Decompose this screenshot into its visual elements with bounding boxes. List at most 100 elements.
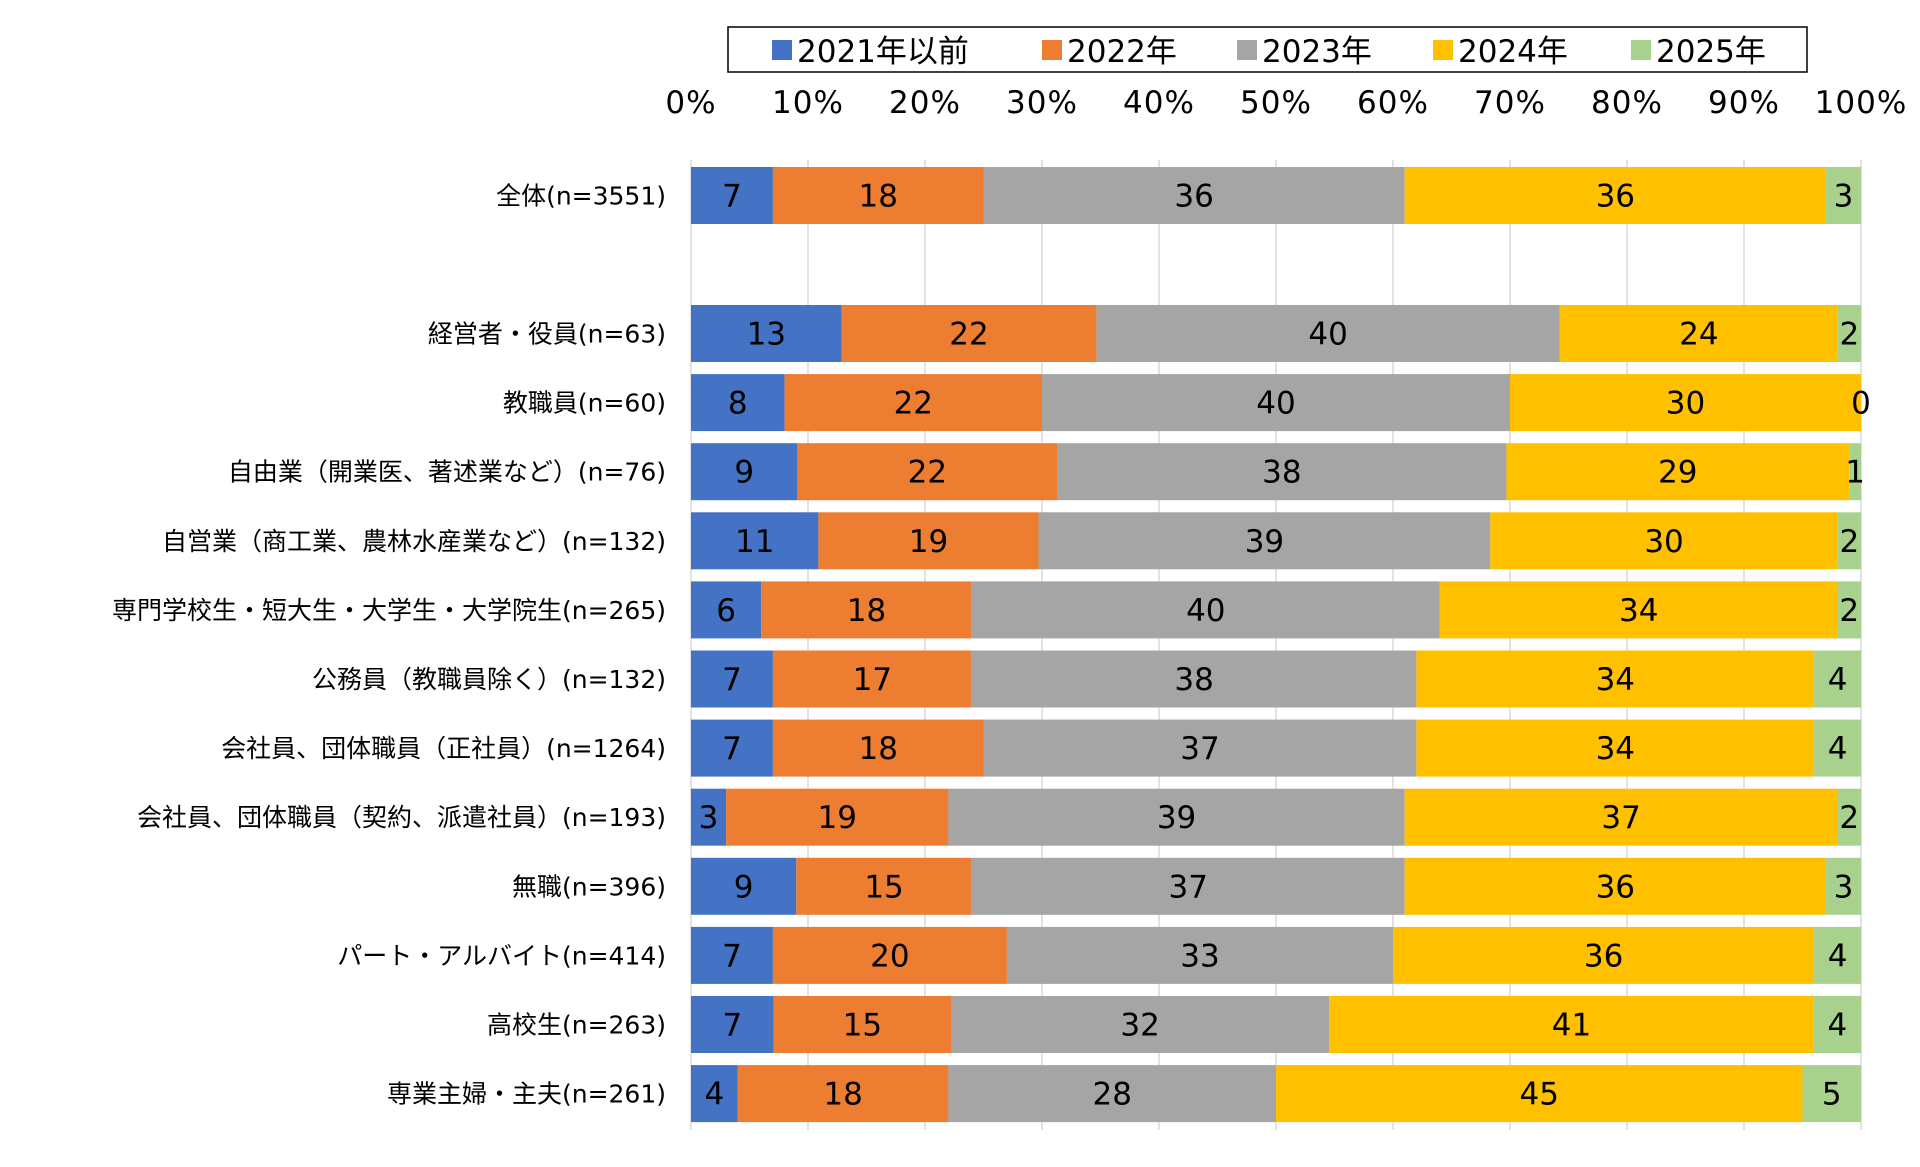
data-label: 9 [734,455,754,491]
data-label: 34 [1596,731,1635,767]
category-label: 会社員、団体職員（正社員）(n=1264) [221,734,666,763]
x-tick-label: 90% [1708,85,1780,121]
data-label: 4 [1827,1008,1847,1044]
bar-segment [983,719,1417,777]
category-labels: 全体(n=3551) 経営者・役員(n=63) 教職員(n=60) 自由業（開業医、著… [112,182,666,1109]
legend: 2021年以前 2022年 2023年 2024年 2025年 [772,34,1766,70]
bar-segment [691,857,797,915]
data-label: 2 [1840,317,1860,353]
bar-segment [1439,581,1838,639]
data-label: 18 [858,731,897,767]
bar-segment [818,512,1039,570]
category-label: 経営者・役員(n=63) [428,320,666,349]
data-label: 22 [949,317,988,353]
bar-segment [1814,926,1861,984]
bar-segment [1837,512,1861,570]
data-label: 19 [818,800,857,836]
data-label: 7 [722,662,742,698]
data-label: 41 [1552,1008,1591,1044]
bar-segment [1329,996,1814,1053]
bar-segment [1006,926,1393,984]
x-tick-label: 60% [1357,85,1429,121]
data-label: 37 [1169,869,1208,905]
data-label: 4 [705,1077,725,1113]
bar-segment [691,512,819,570]
x-tick-label: 50% [1240,85,1312,121]
bar-segment [1813,996,1861,1053]
legend-swatch [772,40,792,60]
data-label: 6 [716,593,736,629]
data-labels: 7 18 36 36 313 22 40 24 28 22 40 30 09 22 38 29 111 19 39 3… [699,179,1871,1113]
data-label: 7 [722,1008,742,1044]
legend-box [727,26,1808,73]
data-label: 36 [1174,179,1213,215]
legend-label: 2021年以前 [797,34,969,70]
legend-swatch [1433,40,1453,60]
data-label: 30 [1666,386,1705,422]
bar-segment [784,374,1042,432]
data-label: 15 [843,1008,882,1044]
data-label: 7 [722,731,742,767]
x-tick-label: 10% [772,85,844,121]
bar-segment [948,1065,1276,1123]
data-label: 37 [1601,800,1640,836]
x-axis-ticks: 0% 10% 20% 30% 40% 50% 60% 70% 80% 90% 100% [665,85,1908,121]
bar-segment [691,650,773,708]
bar-segment [1825,167,1861,224]
data-label: 45 [1520,1077,1559,1113]
category-label: 専業主婦・主夫(n=261) [387,1080,666,1109]
category-label: 全体(n=3551) [496,182,666,211]
x-tick-label: 40% [1123,85,1195,121]
bar-segment [691,926,773,984]
data-label: 38 [1262,455,1301,491]
bar-segment [726,788,949,846]
legend-swatch [1042,40,1062,60]
category-label: 専門学校生・短大生・大学生・大学院生(n=265) [112,596,666,625]
bar-segment [691,374,785,432]
legend-label: 2024年 [1458,34,1568,70]
data-label: 22 [908,455,947,491]
bar-segment [772,650,972,708]
data-label: 30 [1644,524,1683,560]
data-label: 36 [1596,179,1635,215]
bar-segment [1416,650,1815,708]
category-label: 自由業（開業医、著述業など）(n=76) [228,458,666,487]
data-label: 40 [1186,593,1225,629]
bar-segment [1559,305,1838,362]
data-label: 37 [1180,731,1219,767]
data-label: 17 [853,662,892,698]
category-label: 無職(n=396) [512,872,666,901]
bar-segment [983,167,1405,224]
legend-swatch [1237,40,1257,60]
bar-segment [1490,512,1838,570]
data-label: 28 [1092,1077,1131,1113]
data-label: 32 [1120,1008,1159,1044]
data-label: 22 [894,386,933,422]
data-label: 4 [1828,662,1848,698]
bar-segment [796,857,972,915]
bar-segment [691,719,773,777]
bar-segment [1802,1065,1861,1123]
category-label: パート・アルバイト(n=414) [337,941,666,970]
bar-segment [1814,650,1861,708]
bar-segment [841,305,1097,362]
bar-segment [1096,305,1560,362]
bar-segment [1404,788,1838,846]
category-label: 高校生(n=263) [487,1011,666,1040]
data-label: 2 [1840,524,1860,560]
data-label: 3 [1834,179,1854,215]
category-label: 自営業（商工業、農林水産業など）(n=132) [162,527,666,556]
category-label: 公務員（教職員除く）(n=132) [312,665,666,694]
bar-segment [691,581,762,639]
data-label: 34 [1596,662,1635,698]
data-label: 18 [858,179,897,215]
x-tick-label: 0% [665,85,716,121]
bar-segment [971,650,1417,708]
data-label: 19 [909,524,948,560]
data-label: 3 [699,800,719,836]
bar-segment [1825,857,1861,915]
data-label: 2 [1839,800,1859,836]
x-tick-label: 100% [1815,85,1908,121]
bar-segment [1393,926,1815,984]
bar-segment [1038,512,1491,570]
